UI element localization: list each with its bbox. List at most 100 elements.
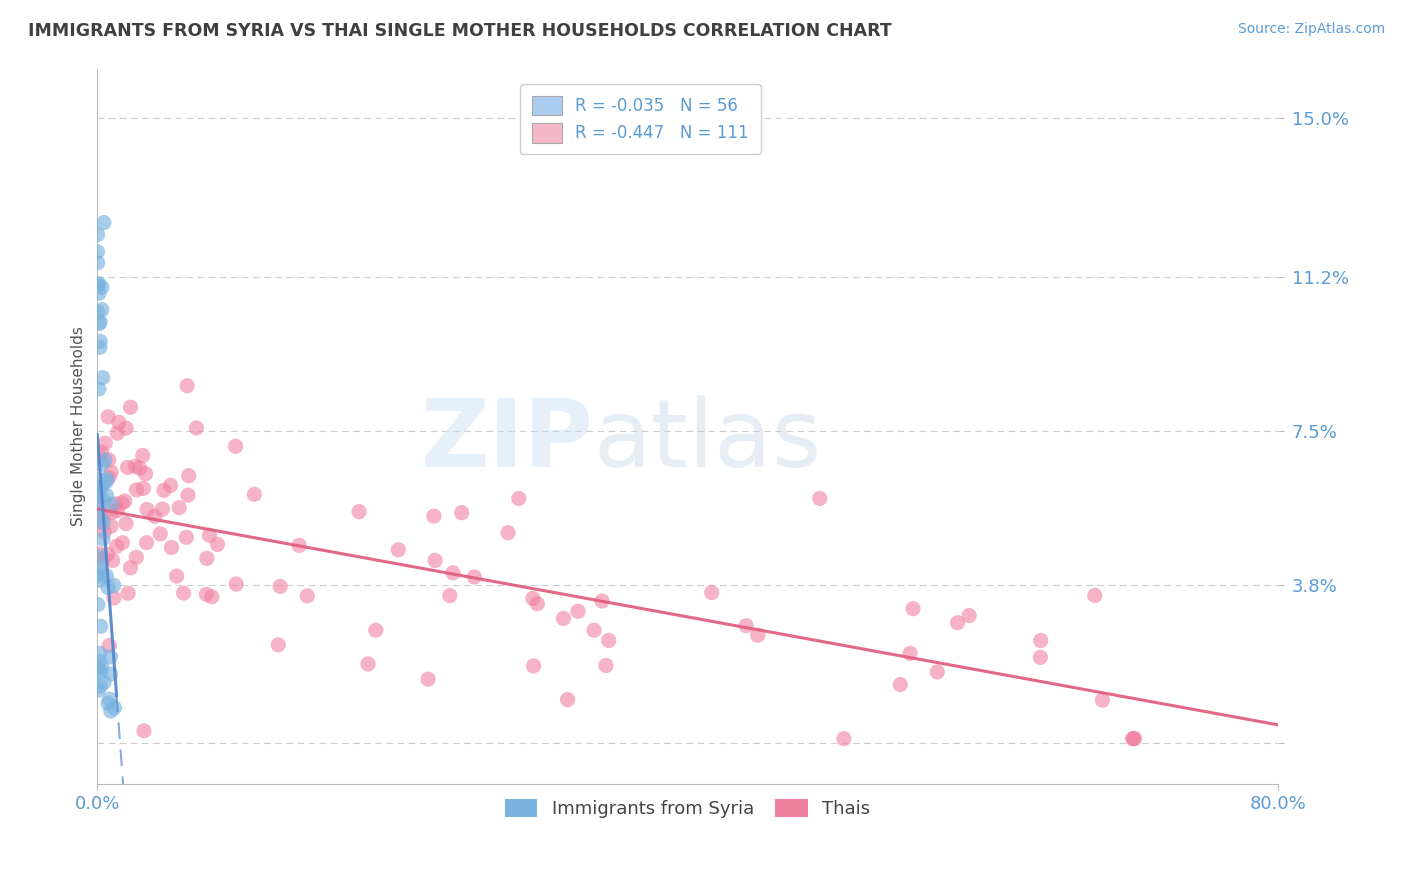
Point [595,658,617,673]
Point [463,570,485,584]
Point [89,334,111,349]
Point [132,723,155,738]
Point [94,453,117,467]
Point [96,472,118,486]
Point [418,672,440,686]
Point [90,619,112,633]
Point [97,548,120,562]
Point [89,317,111,331]
Point [97,696,120,710]
Point [90,445,112,459]
Point [125,550,148,565]
Point [87,598,110,612]
Point [89,511,111,525]
Point [186,421,208,435]
Point [439,589,461,603]
Point [91,370,114,384]
Point [89,679,111,693]
Point [97,581,120,595]
Point [195,551,218,566]
Point [89,315,111,329]
Point [91,457,114,471]
Point [87,486,110,500]
Point [441,566,464,580]
Point [117,460,139,475]
Point [89,566,111,580]
Point [1029,650,1052,665]
Point [735,618,758,632]
Point [508,491,530,506]
Point [153,483,176,498]
Point [128,461,150,475]
Point [450,506,472,520]
Point [100,519,122,533]
Point [117,586,139,600]
Point [89,654,111,668]
Point [91,516,114,530]
Point [567,604,589,618]
Point [1122,731,1144,746]
Point [269,579,291,593]
Point [150,502,173,516]
Point [357,657,380,671]
Point [143,509,166,524]
Point [522,591,544,606]
Point [166,569,188,583]
Point [87,492,110,507]
Point [832,731,855,746]
Point [105,503,128,517]
Text: IMMIGRANTS FROM SYRIA VS THAI SINGLE MOTHER HOUSEHOLDS CORRELATION CHART: IMMIGRANTS FROM SYRIA VS THAI SINGLE MOT… [28,22,891,40]
Point [387,542,409,557]
Text: Source: ZipAtlas.com: Source: ZipAtlas.com [1237,22,1385,37]
Point [111,496,134,510]
Point [198,528,221,542]
Point [898,647,921,661]
Point [176,378,198,392]
Point [94,436,117,450]
Point [91,478,114,492]
Point [91,551,114,566]
Point [946,615,969,630]
Point [100,704,122,718]
Text: ZIP: ZIP [420,395,593,487]
Point [135,535,157,549]
Point [89,515,111,529]
Point [120,561,142,575]
Point [105,426,128,441]
Point [288,538,311,552]
Point [96,569,118,583]
Point [207,537,229,551]
Point [87,662,110,676]
Point [583,624,606,638]
Point [86,244,108,259]
Point [90,280,112,294]
Point [96,475,118,489]
Point [1084,589,1107,603]
Point [177,468,200,483]
Point [103,591,125,605]
Point [124,459,146,474]
Point [87,500,110,515]
Legend: Immigrants from Syria, Thais: Immigrants from Syria, Thais [498,792,877,825]
Point [89,574,111,588]
Point [598,633,620,648]
Point [93,215,115,229]
Point [243,487,266,501]
Point [87,286,110,301]
Point [496,525,519,540]
Point [115,421,138,435]
Point [957,608,980,623]
Point [87,449,110,463]
Point [522,659,544,673]
Point [100,497,122,511]
Point [101,553,124,567]
Point [86,256,108,270]
Point [89,646,111,660]
Point [103,701,125,715]
Point [100,506,122,520]
Point [177,488,200,502]
Point [591,594,613,608]
Point [87,277,110,292]
Text: atlas: atlas [593,395,821,487]
Point [1029,633,1052,648]
